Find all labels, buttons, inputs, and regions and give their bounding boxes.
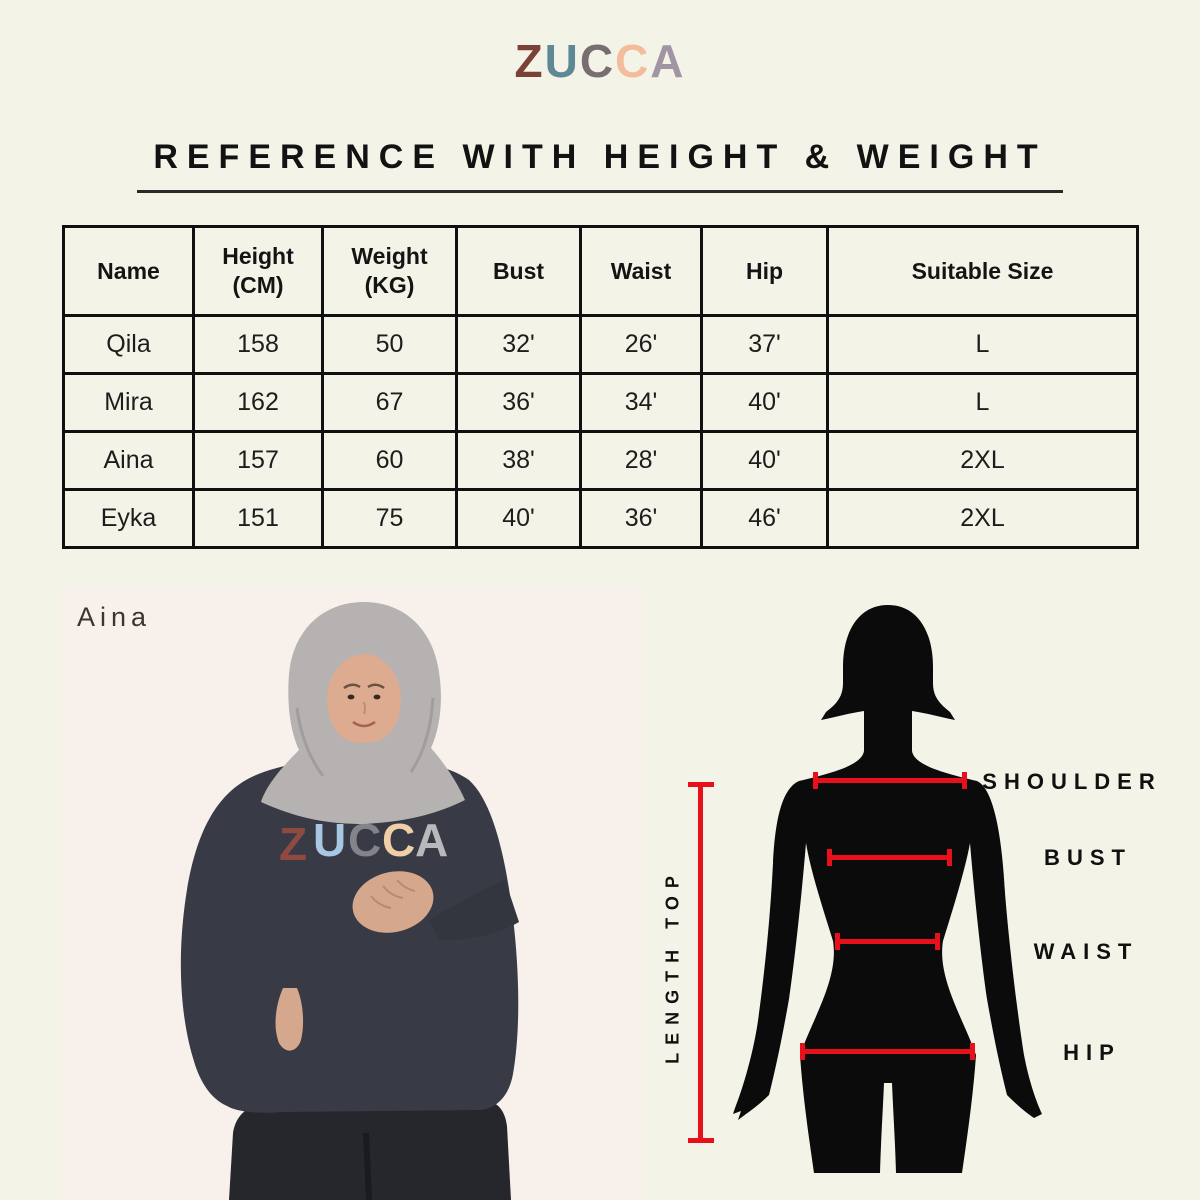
hijab-chin-wrap: [325, 716, 403, 749]
header-unit: (KG): [364, 272, 415, 298]
table-cell: 157: [192, 430, 324, 491]
table-cell: 37': [700, 314, 829, 375]
table-cell: 36': [455, 372, 582, 433]
header-text: Height: [222, 243, 294, 270]
column-header-name: Name: [62, 225, 195, 317]
waist-label: WAIST: [1033, 939, 1139, 964]
hip-label: HIP: [1063, 1040, 1121, 1065]
hand-finger-lines: [370, 879, 416, 909]
bust-label: BUST: [1044, 845, 1132, 870]
table-row: Aina 157 60 38' 28' 40' 2XL: [62, 430, 1139, 491]
header-text: Weight: [351, 243, 428, 270]
shoulder-measure-line: [813, 772, 967, 789]
header-text: Suitable Size: [911, 257, 1054, 284]
table-cell: 50: [321, 314, 458, 375]
brand-letter: A: [650, 35, 686, 87]
size-reference-table: Name Height (CM) Weight (KG) Bust Waist Hi…: [62, 225, 1139, 549]
length-top-label: LENGTH TOP: [662, 868, 683, 1064]
table-cell: 2XL: [826, 488, 1139, 549]
table-row: Eyka 151 75 40' 36' 46' 2XL: [62, 488, 1139, 549]
model-illustration: Z U C C A: [180, 602, 519, 1200]
body-silhouette-figure: [733, 605, 1042, 1173]
header-text: Bust: [492, 257, 545, 284]
table-cell: Eyka: [62, 488, 195, 549]
table-cell: Qila: [62, 314, 195, 375]
mouth: [352, 720, 376, 728]
hand-raised: [352, 871, 434, 933]
table-row: Qila 158 50 32' 26' 37' L: [62, 314, 1139, 375]
table-cell: L: [826, 372, 1139, 433]
table-cell: 75: [321, 488, 458, 549]
shirt-print-letter: C: [382, 814, 415, 866]
table-cell: 162: [192, 372, 324, 433]
brand-letter: C: [579, 35, 616, 87]
table-cell: L: [826, 314, 1139, 375]
model-name-label: Aina: [77, 602, 152, 632]
table-cell: 158: [192, 314, 324, 375]
column-header-weight: Weight (KG): [321, 225, 458, 317]
hijab-folds: [295, 697, 435, 777]
header-text: Waist: [610, 257, 672, 284]
waist-measure-line: [835, 933, 940, 950]
table-cell: 28': [579, 430, 703, 491]
table-cell: 26': [579, 314, 703, 375]
hip-measure-line: [800, 1043, 975, 1060]
table-cell: 40': [700, 430, 829, 491]
table-cell: 40': [700, 372, 829, 433]
brand-logo: ZUCCA: [0, 38, 1200, 84]
shirt-print-letter: Z: [279, 818, 307, 870]
hand-left: [275, 988, 304, 1051]
column-header-suitable-size: Suitable Size: [826, 225, 1139, 317]
table-cell: 151: [192, 488, 324, 549]
table-cell: Mira: [62, 372, 195, 433]
table-cell: Aina: [62, 430, 195, 491]
table-header-row: Name Height (CM) Weight (KG) Bust Waist Hi…: [62, 225, 1139, 317]
eye-right: [373, 694, 381, 700]
column-header-bust: Bust: [455, 225, 582, 317]
column-header-waist: Waist: [579, 225, 703, 317]
header-text: Hip: [745, 257, 784, 284]
pants-shape: [229, 1100, 511, 1200]
bust-measure-line: [827, 849, 952, 866]
table-row: Mira 162 67 36' 34' 40' L: [62, 372, 1139, 433]
table-cell: 36': [579, 488, 703, 549]
shirt-shape: [180, 756, 519, 1113]
brand-letter: Z: [514, 35, 545, 87]
table-cell: 40': [455, 488, 582, 549]
eye-left: [347, 694, 355, 700]
table-cell: 2XL: [826, 430, 1139, 491]
column-header-height: Height (CM): [192, 225, 324, 317]
heading-wrap: REFERENCE WITH HEIGHT & WEIGHT: [0, 138, 1200, 193]
brand-letter: C: [615, 35, 651, 87]
table-cell: 34': [579, 372, 703, 433]
header-unit: (CM): [232, 272, 284, 298]
column-header-hip: Hip: [700, 225, 829, 317]
header-text: Name: [97, 257, 160, 284]
table-cell: 46': [700, 488, 829, 549]
shoulder-label: SHOULDER: [982, 769, 1162, 794]
nose: [363, 701, 366, 715]
face: [327, 654, 401, 746]
length-top-measure-line: [688, 782, 714, 1143]
page-title: REFERENCE WITH HEIGHT & WEIGHT: [137, 138, 1063, 193]
eyebrows: [343, 683, 385, 690]
body-silhouette-path: [733, 605, 1042, 1173]
brand-letter: U: [544, 35, 580, 87]
table-cell: 60: [321, 430, 458, 491]
table-cell: 38': [455, 430, 582, 491]
pants-seam: [363, 1133, 372, 1200]
model-photo: Z U C C A Aina: [61, 588, 643, 1200]
table-cell: 32': [455, 314, 582, 375]
sleeve-fold: [429, 880, 519, 941]
table-cell: 67: [321, 372, 458, 433]
shirt-print-letter: A: [415, 814, 448, 866]
